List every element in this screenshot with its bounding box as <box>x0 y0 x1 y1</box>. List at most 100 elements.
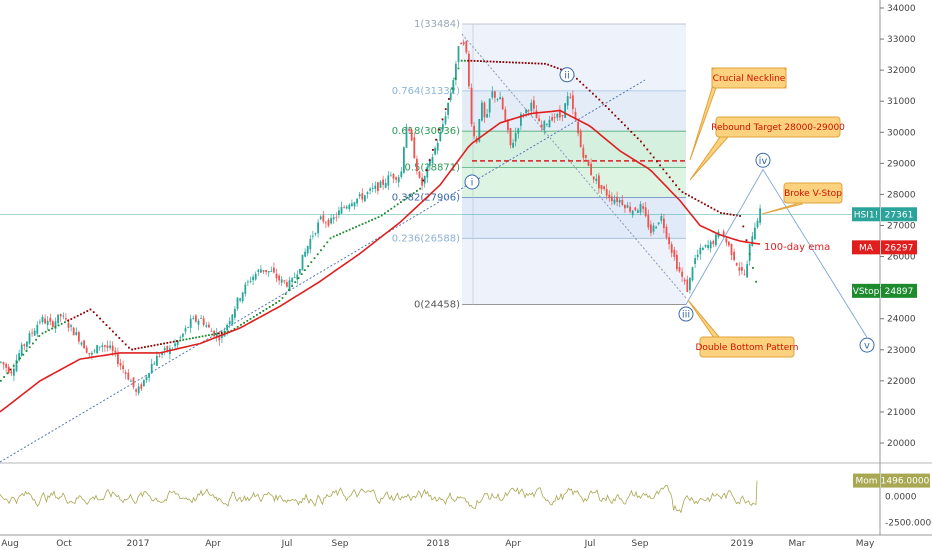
vstop-dot <box>275 302 277 304</box>
candle-body <box>743 273 746 275</box>
candle-body <box>348 204 351 209</box>
candle-body <box>488 98 491 113</box>
candle-body <box>553 117 556 118</box>
candle-body <box>101 345 104 348</box>
vstop-dot <box>28 346 31 349</box>
candle-body <box>722 231 725 237</box>
vstop-dot <box>700 201 703 204</box>
price-tick-label: 30000 <box>887 128 916 138</box>
candle-body <box>104 345 106 347</box>
candle-body <box>691 267 694 281</box>
candle-body <box>70 325 72 327</box>
vstop-dot <box>198 336 201 338</box>
callout-double-text: Double Bottom Pattern <box>695 343 798 353</box>
vstop-dot <box>633 134 636 136</box>
candle-body <box>712 240 715 245</box>
candle-body <box>462 42 465 45</box>
price-axis[interactable]: 34000 33000 32000 31000 30000 29000 28000 27000… <box>880 4 916 449</box>
vstop-dot <box>531 62 533 65</box>
candle-body <box>663 218 665 229</box>
candle-body <box>551 117 553 121</box>
candle-body <box>600 185 603 190</box>
candle-body <box>338 210 340 216</box>
candle-body <box>109 345 111 348</box>
candle-body <box>696 254 699 258</box>
vstop-dot <box>54 326 57 328</box>
time-axis[interactable]: Aug Oct 2017 Apr Jul Sep 2018 Apr Jul Sep 2019 Mar M… <box>1 539 875 549</box>
candle-body <box>78 332 80 342</box>
candle-body <box>460 42 462 45</box>
badge-value: 27361 <box>885 210 914 220</box>
candle-body <box>364 195 366 202</box>
vstop-dot <box>368 220 370 223</box>
candle-body <box>96 345 98 354</box>
candle-body <box>156 356 158 366</box>
candle-body <box>668 237 670 245</box>
vstop-dot <box>326 241 329 244</box>
vstop-dots <box>0 59 757 382</box>
candle-body <box>618 199 621 203</box>
vstop-dot <box>163 342 165 345</box>
fib-level-label: 0.236(26588) <box>392 233 460 244</box>
candle-body <box>267 271 270 273</box>
candle-body <box>647 215 650 228</box>
candle-body <box>286 282 288 287</box>
badge-label-bg <box>852 283 880 298</box>
vstop-dot <box>339 232 341 235</box>
vstop-dot <box>153 344 156 347</box>
vstop-dot <box>195 336 197 339</box>
vstop-dot <box>681 191 684 193</box>
vstop-dot <box>585 86 588 89</box>
candle-body <box>611 196 613 202</box>
vstop-dot <box>537 62 540 65</box>
candle-body <box>13 368 15 376</box>
time-tick-label: Apr <box>205 539 221 549</box>
candle-body <box>621 199 624 205</box>
vstop-dot <box>684 192 687 195</box>
candle-body <box>603 186 605 190</box>
vstop-dot <box>140 346 143 349</box>
candle-body <box>592 176 595 180</box>
badge-value-bg <box>881 240 917 255</box>
time-tick-label: May <box>856 539 875 549</box>
candle-body <box>582 147 585 158</box>
candle-body <box>361 193 364 200</box>
fib-level-label: 1(33484) <box>414 19 460 30</box>
time-tick-label: Aug <box>1 539 19 549</box>
vstop-dot <box>25 350 28 352</box>
candle-body <box>421 177 423 186</box>
vstop-dot <box>345 230 348 232</box>
candle-body <box>496 99 499 101</box>
wave-label: iii <box>682 310 690 321</box>
candle-body <box>137 386 140 394</box>
time-tick-label: Sep <box>332 539 349 549</box>
fib-zone <box>462 24 686 91</box>
vstop-dot <box>371 219 373 221</box>
vstop-dot <box>265 308 268 310</box>
candle-body <box>335 216 338 218</box>
vstop-dot <box>166 341 169 344</box>
candle-body <box>119 363 122 366</box>
vstop-dot <box>748 253 751 255</box>
vstop-dot <box>220 331 223 334</box>
vstop-dot <box>620 121 623 124</box>
vstop-dot <box>729 213 732 216</box>
vstop-dot <box>323 245 325 248</box>
candle-body <box>676 254 678 270</box>
candle-body <box>312 235 314 237</box>
candle-body <box>390 175 392 177</box>
vstop-dot <box>592 92 594 95</box>
candle-body <box>382 179 384 185</box>
badge-value: 26297 <box>885 243 914 253</box>
vstop-dot <box>246 319 249 322</box>
candle-body <box>59 313 62 317</box>
candle-body <box>288 280 291 290</box>
vstop-dot <box>659 164 661 167</box>
candle-body <box>189 318 192 328</box>
candle-body <box>652 225 655 232</box>
ema-100-line <box>0 109 761 413</box>
candle-body <box>208 324 210 328</box>
vstop-dot <box>240 323 242 326</box>
candle-body <box>135 389 137 392</box>
candle-body <box>598 175 600 189</box>
